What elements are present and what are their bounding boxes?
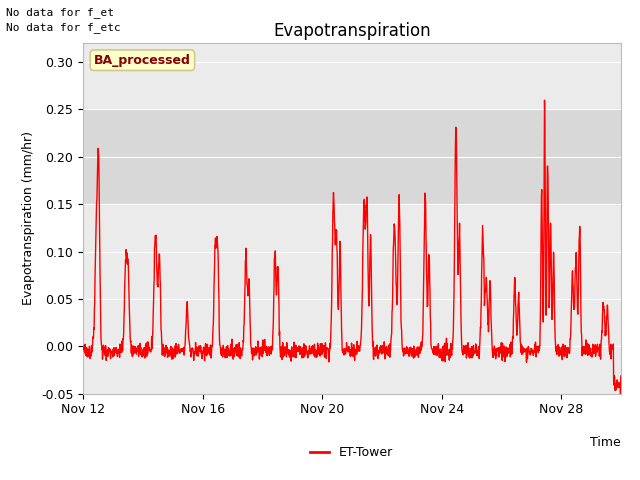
Text: No data for f_et: No data for f_et — [6, 7, 115, 18]
Text: BA_processed: BA_processed — [94, 54, 191, 67]
Bar — [83, 109, 621, 204]
Text: No data for f_etc: No data for f_etc — [6, 22, 121, 33]
Text: Time: Time — [590, 436, 621, 449]
Y-axis label: Evapotranspiration (mm/hr): Evapotranspiration (mm/hr) — [22, 132, 35, 305]
Legend: ET-Tower: ET-Tower — [305, 442, 399, 465]
Title: Evapotranspiration: Evapotranspiration — [273, 22, 431, 40]
